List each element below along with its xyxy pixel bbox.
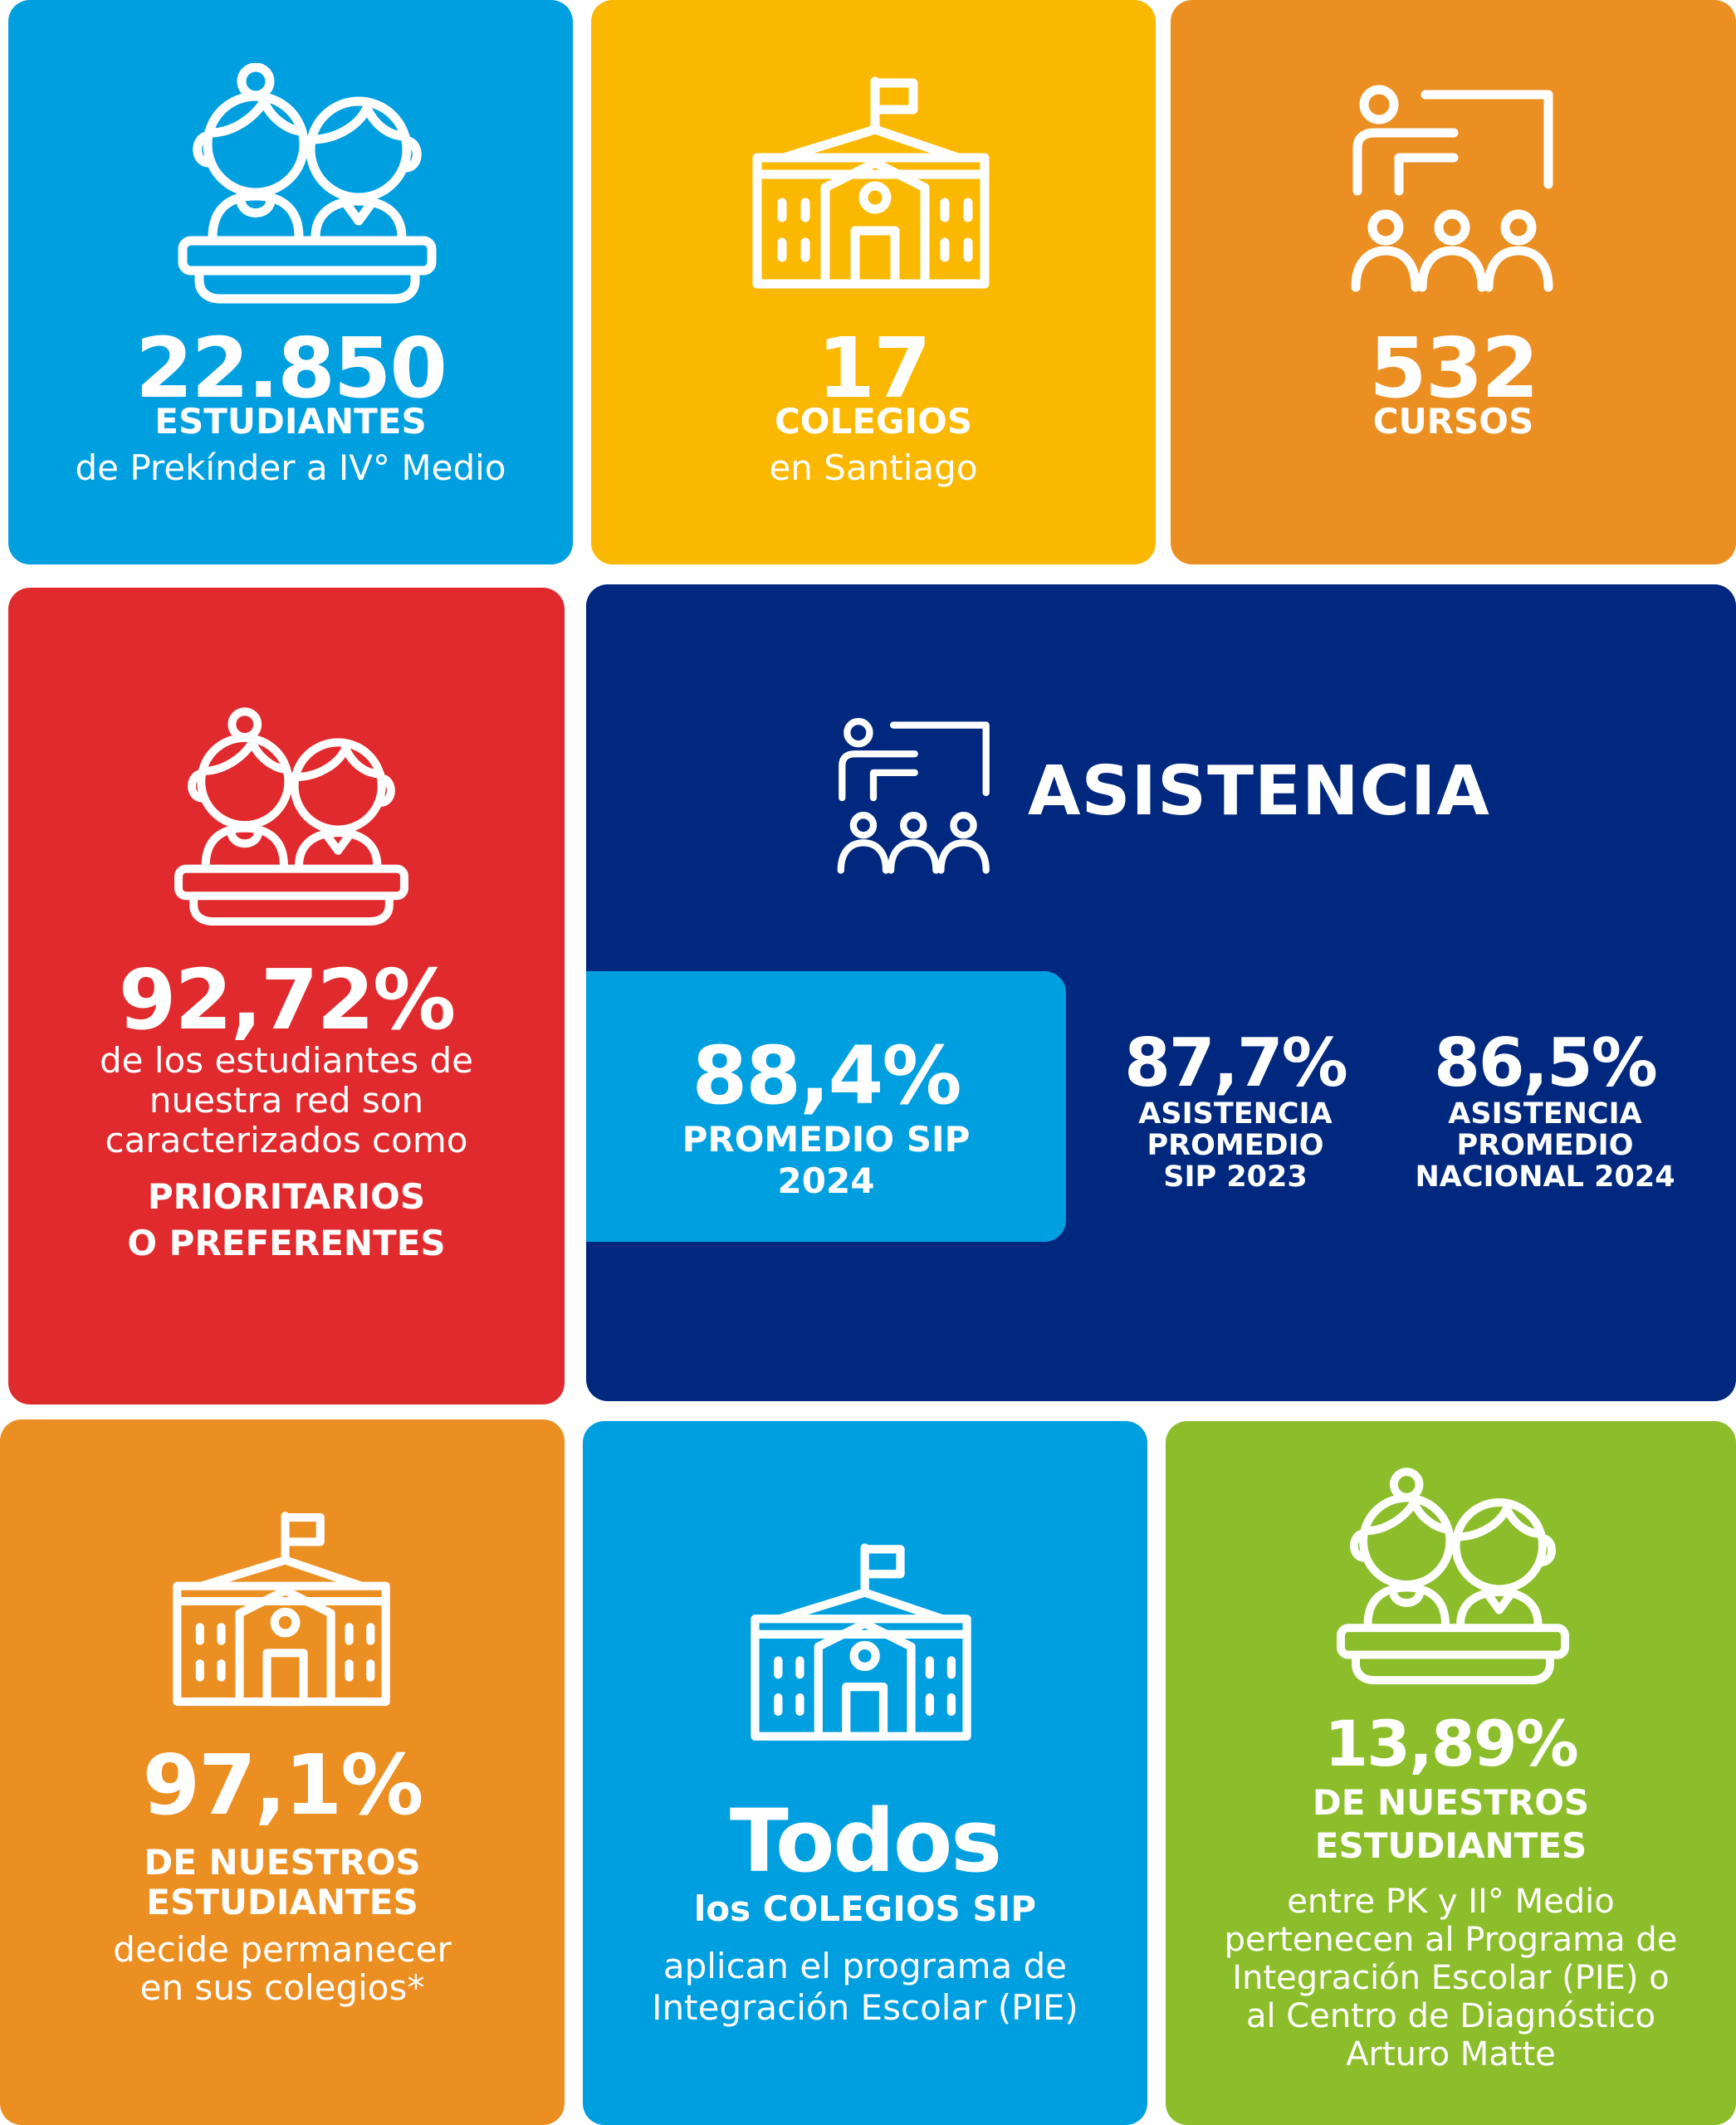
school-icon	[171, 1511, 392, 1710]
asistencia-highlight-label-line: 2024	[777, 1160, 875, 1201]
estudiantes-label: ESTUDIANTES	[154, 401, 427, 442]
pie-colegios-text-line: Integración Escolar (PIE)	[652, 1987, 1078, 2028]
asistencia-card: ASISTENCIA 88,4% PROMEDIO SIP 2024 87,7%…	[586, 584, 1736, 1401]
students-icon	[171, 707, 412, 928]
asistencia-item-value: 87,7%	[1124, 1024, 1348, 1102]
pie-colegios-text-line: aplican el programa de	[663, 1946, 1068, 1986]
prioritarios-card: 92,72% de los estudiantes de nuestra red…	[8, 588, 565, 1404]
prioritarios-caps-line: O PREFERENTES	[127, 1223, 446, 1263]
estudiantes-card: 22.850 ESTUDIANTES de Prekínder a IV° Me…	[8, 0, 573, 564]
asistencia-highlight: 88,4% PROMEDIO SIP 2024	[586, 971, 1066, 1242]
pie-colegios-card: Todos los COLEGIOS SIP aplican el progra…	[583, 1421, 1147, 2125]
colegios-card: 17 COLEGIOS en Santiago	[591, 0, 1156, 564]
pie-estudiantes-caps-line: DE NUESTROS	[1312, 1782, 1590, 1823]
asistencia-item-label: ASISTENCIA PROMEDIO NACIONAL 2024	[1383, 1098, 1707, 1193]
pie-estudiantes-text-line: entre PK y II° Medio	[1287, 1883, 1615, 1921]
pie-estudiantes-text-line: al Centro de Diagnóstico	[1245, 1997, 1656, 2035]
asistencia-item-label-line: SIP 2023	[1163, 1160, 1308, 1194]
pie-colegios-text: aplican el programa de Integración Escol…	[583, 1946, 1147, 2029]
prioritarios-text: de los estudiantes de nuestra red son ca…	[8, 1041, 565, 1160]
permanencia-value: 97,1%	[142, 1737, 424, 1834]
permanencia-text-line: en sus colegios*	[139, 1967, 425, 2008]
pie-estudiantes-caps: DE NUESTROS ESTUDIANTES	[1166, 1781, 1736, 1868]
asistencia-item-label-line: PROMEDIO	[1456, 1129, 1634, 1162]
permanencia-card: 97,1% DE NUESTROS ESTUDIANTES decide per…	[0, 1419, 565, 2125]
asistencia-item-label: ASISTENCIA PROMEDIO SIP 2023	[1094, 1098, 1377, 1193]
pie-estudiantes-value: 13,89%	[1324, 1707, 1579, 1781]
school-icon	[751, 76, 991, 292]
prioritarios-text-line: nuestra red son	[149, 1080, 424, 1121]
students-icon	[174, 63, 440, 305]
asistencia-highlight-label-line: PROMEDIO SIP	[682, 1119, 971, 1160]
estudiantes-value: 22.850	[135, 320, 447, 417]
asistencia-item-label-line: PROMEDIO	[1147, 1129, 1324, 1162]
pie-colegios-caps-lower: los	[693, 1888, 751, 1929]
cursos-value: 532	[1369, 320, 1539, 417]
colegios-value: 17	[817, 320, 931, 417]
students-icon	[1333, 1468, 1572, 1687]
cursos-card: 532 CURSOS	[1171, 0, 1736, 564]
classroom-icon	[835, 714, 993, 877]
pie-colegios-caps: los COLEGIOS SIP	[583, 1888, 1147, 1929]
asistencia-title: ASISTENCIA	[1028, 752, 1490, 831]
permanencia-caps-line: ESTUDIANTES	[146, 1882, 418, 1922]
colegios-sub: en Santiago	[769, 447, 978, 488]
pie-estudiantes-text-line: pertenecen al Programa de	[1224, 1921, 1678, 1959]
estudiantes-sub: de Prekínder a IV° Medio	[75, 447, 506, 488]
permanencia-text-line: decide permanecer	[113, 1929, 452, 1970]
pie-estudiantes-card: 13,89% DE NUESTROS ESTUDIANTES entre PK …	[1166, 1421, 1736, 2125]
asistencia-highlight-value: 88,4%	[692, 1029, 961, 1122]
cursos-label: CURSOS	[1372, 401, 1534, 442]
school-icon	[749, 1542, 973, 1745]
asistencia-item-label-line: NACIONAL 2024	[1415, 1160, 1675, 1194]
permanencia-caps-line: DE NUESTROS	[144, 1842, 421, 1883]
pie-estudiantes-text-line: Integración Escolar (PIE) o	[1232, 1959, 1670, 1997]
asistencia-item-value: 86,5%	[1434, 1024, 1658, 1102]
permanencia-text: decide permanecer en sus colegios*	[0, 1931, 565, 2007]
classroom-icon	[1345, 80, 1561, 296]
asistencia-item-label-line: ASISTENCIA	[1448, 1097, 1642, 1131]
prioritarios-value: 92,72%	[118, 951, 457, 1048]
prioritarios-text-line: de los estudiantes de	[100, 1040, 473, 1081]
permanencia-caps: DE NUESTROS ESTUDIANTES	[0, 1843, 565, 1922]
prioritarios-text-line: caracterizados como	[105, 1120, 468, 1160]
pie-estudiantes-text-line: Arturo Matte	[1346, 2035, 1556, 2074]
prioritarios-caps: PRIORITARIOS O PREFERENTES	[8, 1174, 565, 1267]
asistencia-item-label-line: ASISTENCIA	[1138, 1097, 1333, 1131]
asistencia-item: 87,7% ASISTENCIA PROMEDIO SIP 2023	[1094, 1024, 1377, 1193]
prioritarios-caps-line: PRIORITARIOS	[147, 1176, 426, 1217]
pie-estudiantes-text: entre PK y II° Medio pertenecen al Progr…	[1166, 1883, 1736, 2074]
colegios-label: COLEGIOS	[774, 401, 973, 442]
asistencia-item: 86,5% ASISTENCIA PROMEDIO NACIONAL 2024	[1383, 1024, 1707, 1193]
pie-colegios-caps-main: COLEGIOS SIP	[762, 1888, 1037, 1929]
pie-estudiantes-caps-line: ESTUDIANTES	[1314, 1825, 1587, 1866]
asistencia-highlight-label: PROMEDIO SIP 2024	[586, 1119, 1066, 1202]
pie-colegios-value: Todos	[729, 1790, 1002, 1892]
